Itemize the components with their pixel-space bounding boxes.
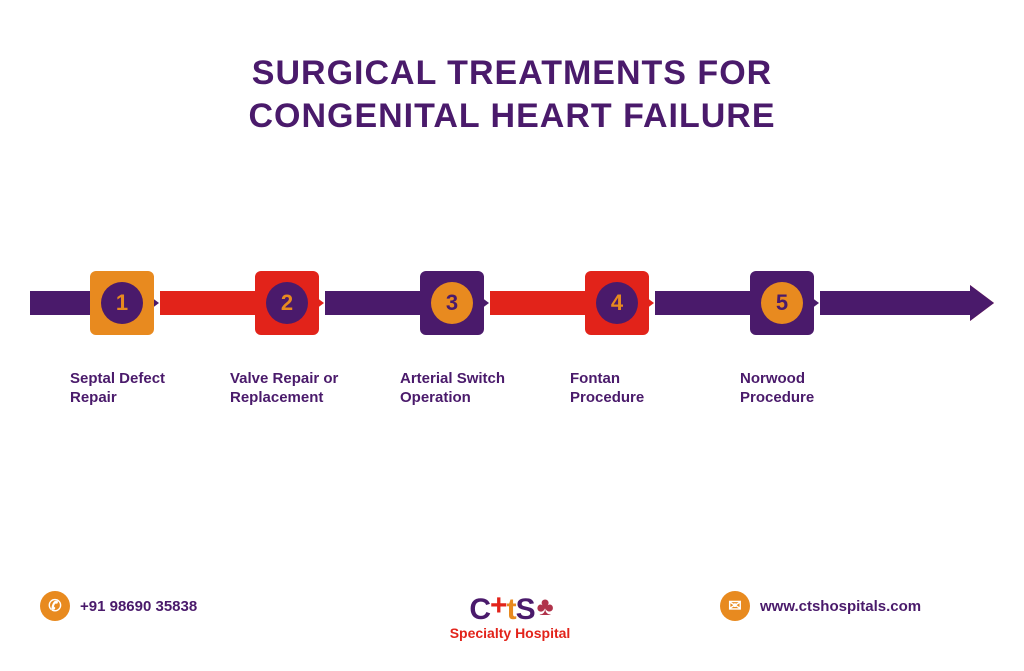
flow-step-1: 1 <box>90 271 154 335</box>
web-icon: ✉ <box>720 591 750 621</box>
page-title: SURGICAL TREATMENTS FOR CONGENITAL HEART… <box>0 0 1024 137</box>
step-number: 3 <box>431 282 473 324</box>
flow-step-3: 3 <box>420 271 484 335</box>
step-number: 5 <box>761 282 803 324</box>
brand-logo: C+tS♣ Specialty Hospital <box>430 593 590 641</box>
phone-icon: ✆ <box>40 591 70 621</box>
step-number: 1 <box>101 282 143 324</box>
title-line1: SURGICAL TREATMENTS FOR <box>252 54 772 92</box>
flow-step-4: 4 <box>585 271 649 335</box>
phone-text: +91 98690 35838 <box>80 598 197 615</box>
process-flow: 1 2 3 4 5 <box>0 255 1024 385</box>
step-label-1: Septal DefectRepair <box>70 370 230 408</box>
step-number: 4 <box>596 282 638 324</box>
step-label-2: Valve Repair orReplacement <box>230 370 390 408</box>
phone-contact: ✆ +91 98690 35838 <box>40 591 197 621</box>
step-label-4: FontanProcedure <box>570 370 730 408</box>
flow-step-5: 5 <box>750 271 814 335</box>
web-contact: ✉ www.ctshospitals.com <box>720 591 921 621</box>
footer: ✆ +91 98690 35838 C+tS♣ Specialty Hospit… <box>0 561 1024 641</box>
flow-step-2: 2 <box>255 271 319 335</box>
step-label-3: Arterial SwitchOperation <box>400 370 560 408</box>
step-label-5: NorwoodProcedure <box>740 370 900 408</box>
title-line2: CONGENITAL HEART FAILURE <box>248 97 775 135</box>
logo-sub: Specialty Hospital <box>430 625 590 641</box>
logo-mark: C+tS♣ <box>430 593 590 627</box>
web-text: www.ctshospitals.com <box>760 598 921 615</box>
step-number: 2 <box>266 282 308 324</box>
